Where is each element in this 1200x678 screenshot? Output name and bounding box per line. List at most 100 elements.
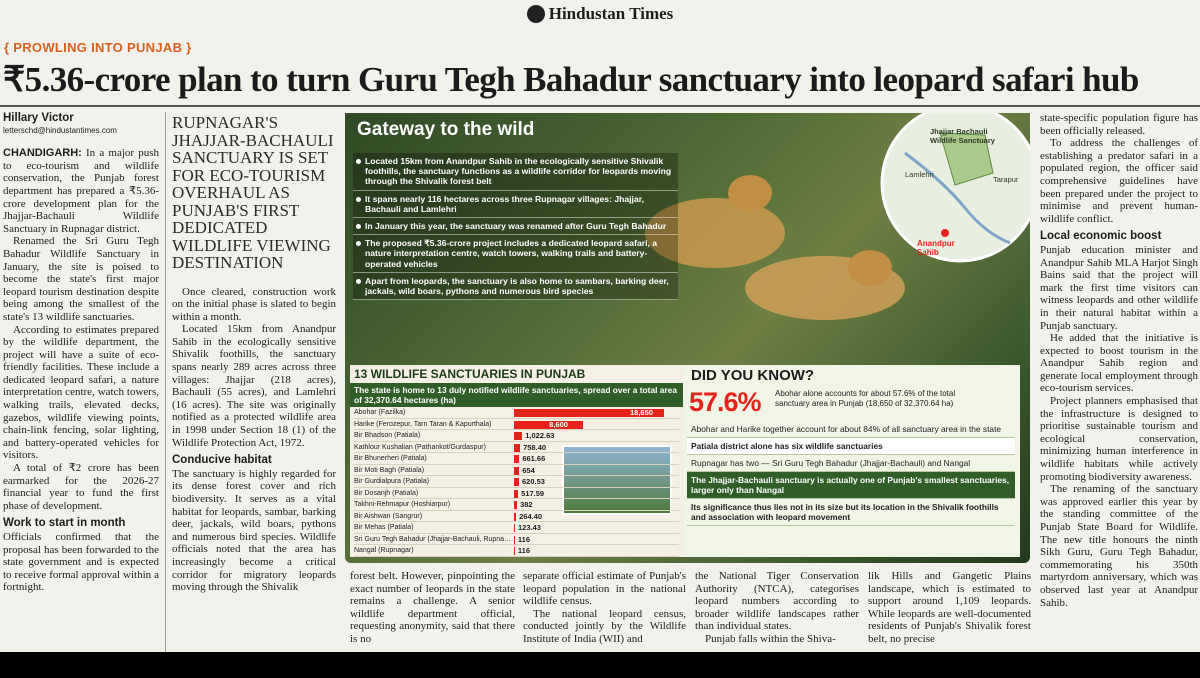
sanctuary-name: Takhni-Rehmapur (Hoshiarpur) (354, 501, 451, 508)
paragraph: Located 15km from Anandpur Sahib in the … (172, 323, 336, 449)
leopard-head (728, 175, 772, 211)
bottom-column: lik Hills and Gangetic Plains landscape,… (868, 570, 1031, 652)
paragraph: Officials confirmed that the proposal ha… (3, 531, 159, 594)
paragraph: Once cleared, construction work on the i… (172, 285, 336, 323)
bar (514, 478, 519, 486)
paragraph: The renaming of the sanctuary was approv… (1040, 483, 1198, 609)
paragraph: forest belt. However, pinpointing the ex… (350, 570, 515, 645)
fact: Its significance thus lies not in its si… (687, 499, 1015, 526)
sanctuary-table: 13 WILDLIFE SANCTUARIES IN PUNJAB The st… (350, 365, 683, 557)
sanctuary-name: Kathlour Kushalian (Pathankot/Gurdaspur) (354, 443, 486, 451)
bullet-list: Located 15km from Anandpur Sahib in the … (353, 153, 678, 301)
value-label: 264.40 (519, 511, 543, 521)
byline-author: Hillary Victor (3, 112, 74, 124)
fact: Rupnagar has two — Sri Guru Tegh Bahadur… (687, 455, 1015, 472)
deck: RUPNAGAR'S JHAJJAR-BACHAULI SANCTUARY IS… (172, 114, 334, 272)
gate-photo (562, 445, 672, 515)
table-row: Kathlour Kushalian (Pathankot/Gurdaspur)… (354, 442, 679, 453)
map-circle (880, 113, 1030, 263)
bar (514, 535, 515, 544)
paragraph: The national leopard census, conducted j… (523, 607, 686, 645)
value-label: 661.66 (522, 454, 546, 463)
table-row: Nangal (Rupnagar) 116 (354, 545, 679, 557)
fact: The Jhajjar-Bachauli sanctuary is actual… (687, 472, 1015, 499)
value-label: 116 (517, 546, 531, 555)
big-number-text: Abohar alone accounts for about 57.6% of… (775, 389, 956, 408)
value-label: 382 (520, 500, 533, 509)
bar (514, 409, 664, 417)
table-row: Harike (Ferozepur, Tarn Taran & Kapurtha… (354, 419, 679, 430)
bullet: Apart from leopards, the sanctuary is al… (353, 272, 678, 301)
sanctuary-name: Abohar (Fazilka) (354, 409, 406, 416)
sanctuary-area (939, 132, 994, 186)
facts-box: DID YOU KNOW? 57.6% Abohar alone account… (683, 365, 1020, 557)
column-divider (165, 112, 166, 652)
column-2: RUPNAGAR'S JHAJJAR-BACHAULI SANCTUARY IS… (172, 114, 336, 652)
bar (514, 455, 520, 463)
headline: ₹5.36-crore plan to turn Guru Tegh Bahad… (3, 60, 1139, 99)
table-row: Takhni-Rehmapur (Hoshiarpur) 382 (354, 499, 679, 511)
sanctuary-name: Bir Moti Bagh (Patiala) (354, 466, 425, 474)
map-label: Anandpur Sahib (917, 239, 955, 257)
table-row: Bir Moti Bagh (Patiala) 654 (354, 465, 679, 476)
masthead-title: Hindustan Times (548, 4, 674, 23)
right-column: state-specific population figure has bee… (1040, 112, 1198, 652)
value-label: 8,600 (549, 419, 568, 429)
table-row: Bir Bhadson (Patiala) 1,022.63 (354, 430, 679, 442)
paragraph: Renamed the Sri Guru Tegh Bahadur Wildli… (3, 235, 159, 323)
subhead: Conducive habitat (172, 454, 272, 467)
map-label: Tarapur (993, 175, 1019, 184)
paragraph: Punjab education minister and Anandpur S… (1040, 243, 1198, 332)
table-row: Abohar (Fazilka) 18,650 (354, 407, 679, 419)
sanctuary-name: Bir Gurdialpura (Patiala) (354, 478, 430, 485)
value-label: 123.43 (517, 523, 541, 532)
rule (0, 105, 1200, 107)
paragraph: state-specific population figure has bee… (1040, 112, 1198, 137)
fact: Patiala district alone has six wildlife … (687, 438, 1015, 455)
bar (514, 443, 521, 452)
paragraph: The sanctuary is highly regarded for its… (172, 467, 336, 594)
table-row: Bir Dosanjh (Patiala) 517.59 (354, 488, 679, 499)
table-title: 13 WILDLIFE SANCTUARIES IN PUNJAB (354, 367, 586, 381)
masthead: Hindustan Times (500, 4, 700, 26)
graphic-title: Gateway to the wild (357, 119, 535, 140)
big-number: 57.6% (689, 387, 762, 417)
bar (514, 512, 517, 521)
leopard-head (848, 250, 892, 286)
sanctuary-name: Bir Dosanjh (Patiala) (354, 489, 419, 497)
sanctuary-name: Bir Aishwan (Sangrur) (354, 512, 423, 520)
facts-title: DID YOU KNOW? (691, 367, 815, 384)
table-row: Sri Guru Tegh Bahadur (Jhajjar-Bachauli,… (354, 534, 679, 545)
paragraph: According to estimates prepared by the w… (3, 323, 159, 462)
bar (514, 501, 518, 509)
sanctuary-name: Bir Bhunerheri (Patiala) (354, 455, 427, 462)
paragraph: Project planners emphasised that the inf… (1040, 395, 1198, 483)
sanctuary-name: Harike (Ferozepur, Tarn Taran & Kapurtha… (354, 420, 492, 428)
bullet: The proposed ₹5.36-crore project include… (353, 235, 678, 273)
table-row: Bir Gurdialpura (Patiala) 620.53 (354, 476, 679, 488)
subhead: Work to start in month (3, 517, 126, 530)
river (904, 151, 1011, 245)
sanctuary-name: Nangal (Rupnagar) (354, 547, 414, 554)
paragraph: To address the challenges of establishin… (1040, 137, 1198, 225)
bottom-column: separate official estimate of Punjab's l… (523, 570, 686, 652)
map-label: Lamlehri (905, 170, 934, 179)
paragraph: Punjab falls within the Shiva- (705, 632, 836, 645)
paragraph-text: In a major push to eco-tourism and wildl… (3, 147, 159, 235)
value-label: 116 (517, 534, 531, 544)
sanctuary-name: Bir Mehas (Patiala) (354, 524, 414, 531)
bullet: In January this year, the sanctuary was … (353, 218, 678, 236)
sanctuary-name: Bir Bhadson (Patiala) (354, 432, 421, 439)
paragraph: the National Tiger Conservation Authorit… (695, 570, 859, 633)
bottom-bar (0, 652, 1200, 678)
dateline: CHANDIGARH: (3, 147, 82, 160)
byline-email: letterschd@hindustantimes.com (3, 125, 117, 135)
paragraph: A total of ₹2 crore has been earmarked f… (3, 462, 159, 512)
paragraph: CHANDIGARH: In a major push to eco-touri… (3, 147, 159, 235)
bar (514, 420, 584, 429)
table-row: Bir Bhunerheri (Patiala) 661.66 (354, 453, 679, 465)
map-label: Jhajjar Bachauli Wildlife Sanctuary (930, 127, 995, 145)
bar (514, 466, 520, 475)
bar (514, 489, 519, 498)
